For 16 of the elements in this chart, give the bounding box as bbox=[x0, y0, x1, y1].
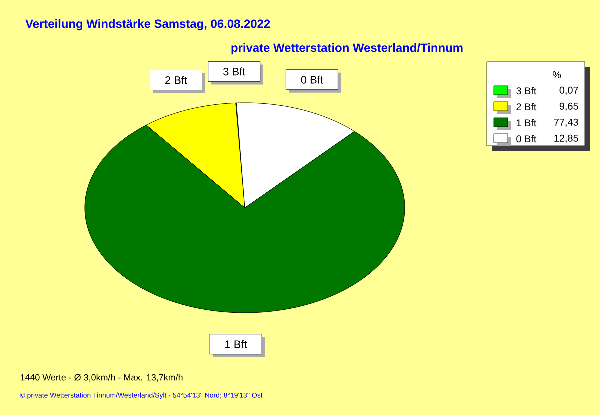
data-label: 0,07 bbox=[560, 86, 578, 96]
data-label: 12,85 bbox=[554, 134, 578, 144]
chart-title: Verteilung Windstärke Samstag, 06.08.2022 bbox=[26, 19, 270, 31]
legend-label: 3 Bft bbox=[516, 87, 537, 95]
category-label: 1 Bft bbox=[226, 340, 248, 348]
legend-label: 2 Bft bbox=[516, 103, 537, 111]
legend-label: 0 Bft bbox=[516, 135, 537, 143]
slice-label: 0 Bft bbox=[301, 76, 324, 84]
legend-label: 1 Bft bbox=[516, 119, 537, 127]
text: 1440 Werte - Ø 3,0km/h - Max. 13,7km/h bbox=[20, 374, 183, 382]
slice-label: 3 Bft bbox=[224, 68, 246, 76]
legend-title: % bbox=[552, 72, 562, 78]
data-label: 9,65 bbox=[560, 102, 578, 112]
data-label: 77,43 bbox=[554, 118, 578, 128]
slice-label: 2 Bft bbox=[166, 76, 188, 84]
chart-subtitle: private Wetterstation Westerland/Tinnum bbox=[232, 43, 463, 55]
